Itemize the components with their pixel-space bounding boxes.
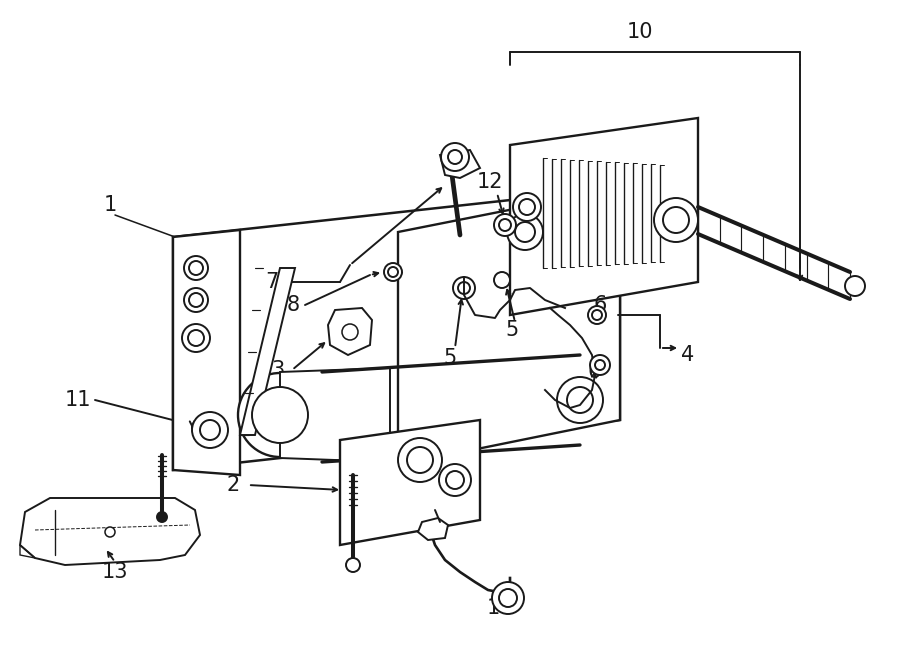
Circle shape	[188, 330, 204, 346]
Circle shape	[499, 219, 511, 231]
Text: 3: 3	[272, 360, 284, 380]
Text: 6: 6	[588, 362, 600, 382]
Polygon shape	[20, 498, 200, 565]
Circle shape	[507, 214, 543, 250]
Circle shape	[441, 143, 469, 171]
Circle shape	[398, 438, 442, 482]
Circle shape	[588, 306, 606, 324]
Text: 7: 7	[266, 272, 279, 292]
Circle shape	[519, 199, 535, 215]
Circle shape	[557, 377, 603, 423]
Circle shape	[238, 373, 322, 457]
Circle shape	[515, 222, 535, 242]
Polygon shape	[398, 188, 620, 465]
Circle shape	[663, 207, 689, 233]
Circle shape	[494, 214, 516, 236]
Circle shape	[189, 293, 203, 307]
Circle shape	[592, 310, 602, 320]
Circle shape	[446, 471, 464, 489]
Text: 11: 11	[65, 390, 91, 410]
Circle shape	[346, 558, 360, 572]
Text: 13: 13	[102, 562, 128, 582]
Circle shape	[192, 412, 228, 448]
Circle shape	[342, 324, 358, 340]
Text: 9: 9	[518, 195, 532, 215]
Circle shape	[567, 387, 593, 413]
Polygon shape	[328, 308, 372, 355]
Circle shape	[845, 276, 865, 296]
Circle shape	[407, 447, 433, 473]
Polygon shape	[440, 150, 480, 178]
Circle shape	[453, 277, 475, 299]
Circle shape	[182, 324, 210, 352]
Polygon shape	[418, 518, 448, 540]
Polygon shape	[173, 188, 620, 470]
Circle shape	[157, 512, 167, 522]
Text: 10: 10	[626, 22, 653, 42]
Circle shape	[492, 582, 524, 614]
Circle shape	[384, 263, 402, 281]
Circle shape	[189, 261, 203, 275]
Circle shape	[252, 387, 308, 443]
Circle shape	[595, 360, 605, 370]
Circle shape	[184, 288, 208, 312]
Circle shape	[448, 150, 462, 164]
Text: 6: 6	[593, 295, 607, 315]
Circle shape	[654, 198, 698, 242]
Circle shape	[494, 272, 510, 288]
Circle shape	[184, 256, 208, 280]
Text: 8: 8	[286, 295, 300, 315]
Text: 11: 11	[450, 438, 476, 458]
Circle shape	[513, 193, 541, 221]
Text: 1: 1	[104, 195, 117, 215]
Polygon shape	[173, 230, 240, 475]
Circle shape	[590, 355, 610, 375]
Text: 5: 5	[444, 348, 456, 368]
Circle shape	[499, 589, 517, 607]
Text: 14: 14	[487, 598, 513, 618]
Circle shape	[439, 464, 471, 496]
Text: 12: 12	[477, 172, 503, 192]
Text: 5: 5	[506, 320, 518, 340]
Circle shape	[200, 420, 220, 440]
Polygon shape	[510, 118, 698, 315]
Circle shape	[105, 527, 115, 537]
Circle shape	[388, 267, 398, 277]
Text: 2: 2	[227, 475, 239, 495]
Polygon shape	[340, 420, 480, 545]
Polygon shape	[240, 268, 295, 435]
Circle shape	[458, 282, 470, 294]
Text: 4: 4	[681, 345, 695, 365]
Polygon shape	[280, 368, 390, 462]
